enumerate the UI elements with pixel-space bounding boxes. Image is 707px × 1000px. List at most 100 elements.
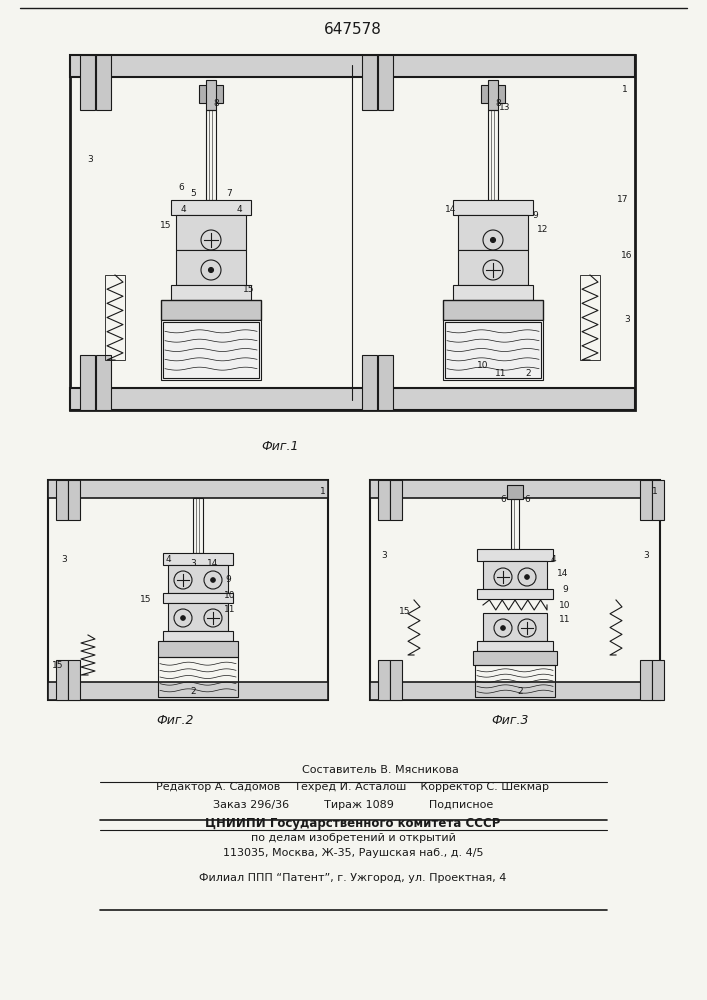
Text: 113035, Москва, Ж-35, Раушская наб., д. 4/5: 113035, Москва, Ж-35, Раушская наб., д. …	[223, 848, 484, 858]
Text: 6: 6	[500, 495, 506, 504]
Bar	[458, 250, 528, 285]
Circle shape	[181, 616, 185, 620]
Bar	[477, 549, 553, 561]
Bar	[199, 85, 223, 103]
Text: 9: 9	[562, 585, 568, 594]
Text: по делам изобретений и открытий: по делам изобретений и открытий	[250, 833, 455, 843]
Bar	[206, 110, 216, 200]
Text: 17: 17	[617, 196, 629, 205]
Bar	[80, 55, 95, 110]
Text: 1: 1	[652, 488, 658, 496]
Text: 5: 5	[190, 188, 196, 198]
Bar	[168, 565, 228, 593]
Text: Редактор А. Садомов    Техред И. Асталош    Корректор С. Шекмар: Редактор А. Садомов Техред И. Асталош Ко…	[156, 782, 549, 792]
Circle shape	[501, 626, 506, 630]
Bar	[70, 55, 635, 77]
Bar	[163, 631, 233, 641]
Text: 15: 15	[52, 660, 64, 670]
Text: 10: 10	[477, 360, 489, 369]
Text: 11: 11	[559, 615, 571, 624]
Bar	[163, 322, 259, 378]
Bar	[477, 589, 553, 599]
Text: 4: 4	[236, 206, 242, 215]
Text: 8: 8	[213, 99, 219, 107]
Text: 11: 11	[224, 605, 235, 614]
Text: 3: 3	[61, 556, 67, 564]
Text: Заказ 296/36          Тираж 1089          Подписное: Заказ 296/36 Тираж 1089 Подписное	[213, 800, 493, 810]
Bar	[70, 55, 635, 410]
Bar	[507, 485, 523, 499]
Bar	[481, 85, 505, 103]
Bar	[56, 660, 68, 700]
Text: 3: 3	[643, 550, 649, 560]
Bar	[70, 388, 635, 410]
Bar	[96, 355, 111, 410]
Bar	[443, 300, 543, 320]
Text: 2: 2	[190, 688, 196, 696]
Bar	[475, 665, 555, 697]
Bar	[96, 55, 111, 110]
Text: 10: 10	[559, 600, 571, 609]
Bar	[158, 657, 238, 697]
Text: 1: 1	[622, 86, 628, 95]
Bar	[68, 480, 80, 520]
Text: ЦНИИПИ Государственного комитета СССР: ЦНИИПИ Государственного комитета СССР	[205, 816, 501, 830]
Text: Фиг.3: Фиг.3	[491, 714, 529, 726]
Text: 4: 4	[550, 556, 556, 564]
Text: 3: 3	[624, 316, 630, 324]
Text: 7: 7	[226, 188, 232, 198]
Text: 6: 6	[178, 182, 184, 192]
Bar	[163, 553, 233, 565]
Bar	[161, 300, 261, 320]
Bar	[176, 215, 246, 250]
Bar	[48, 682, 328, 700]
Bar	[48, 480, 328, 700]
Text: Составитель В. Мясникова: Составитель В. Мясникова	[302, 765, 458, 775]
Bar	[171, 200, 251, 215]
Text: Филиал ППП “Патент”, г. Ужгород, ул. Проектная, 4: Филиал ППП “Патент”, г. Ужгород, ул. Про…	[199, 873, 507, 883]
Bar	[378, 480, 390, 520]
Circle shape	[209, 267, 214, 272]
Text: 6: 6	[524, 495, 530, 504]
Text: 14: 14	[207, 558, 218, 568]
Bar	[453, 200, 533, 215]
Bar	[640, 660, 652, 700]
Bar	[483, 561, 547, 589]
Bar	[652, 480, 664, 520]
Text: 9: 9	[532, 211, 538, 220]
Text: 3: 3	[190, 558, 196, 568]
Bar	[477, 641, 553, 651]
Bar	[488, 80, 498, 110]
Text: 14: 14	[557, 568, 568, 578]
Bar	[443, 320, 543, 380]
Text: Фиг.2: Фиг.2	[156, 714, 194, 726]
Bar	[163, 593, 233, 603]
Bar	[652, 660, 664, 700]
Bar	[378, 355, 393, 410]
Bar	[168, 603, 228, 631]
Text: 15: 15	[243, 286, 255, 294]
Bar	[48, 480, 328, 498]
Bar	[105, 275, 125, 360]
Bar	[68, 660, 80, 700]
Bar	[370, 480, 660, 498]
Circle shape	[491, 237, 496, 242]
Bar	[171, 285, 251, 300]
Text: 647578: 647578	[324, 22, 382, 37]
Bar	[488, 110, 498, 200]
Bar	[158, 641, 238, 657]
Bar	[56, 480, 68, 520]
Bar	[362, 55, 377, 110]
Text: 15: 15	[140, 595, 152, 604]
Bar	[161, 320, 261, 380]
Text: 8: 8	[495, 99, 501, 107]
Bar	[370, 480, 660, 700]
Text: 15: 15	[160, 221, 172, 230]
Text: 4: 4	[180, 206, 186, 215]
Bar	[511, 499, 519, 549]
Text: 2: 2	[525, 368, 531, 377]
Text: 2: 2	[518, 688, 522, 696]
Text: 15: 15	[399, 607, 411, 616]
Bar	[206, 80, 216, 110]
Bar	[80, 355, 95, 410]
